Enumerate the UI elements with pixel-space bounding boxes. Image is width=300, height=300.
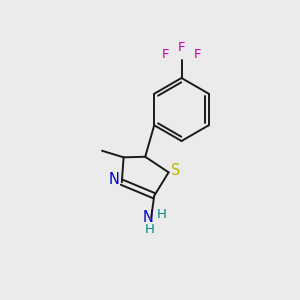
Text: F: F: [178, 41, 185, 54]
Text: F: F: [194, 48, 201, 61]
Text: S: S: [171, 163, 181, 178]
Text: H: H: [145, 224, 155, 236]
Text: H: H: [157, 208, 167, 221]
Text: F: F: [162, 48, 170, 61]
Text: N: N: [142, 211, 153, 226]
Text: N: N: [109, 172, 120, 187]
